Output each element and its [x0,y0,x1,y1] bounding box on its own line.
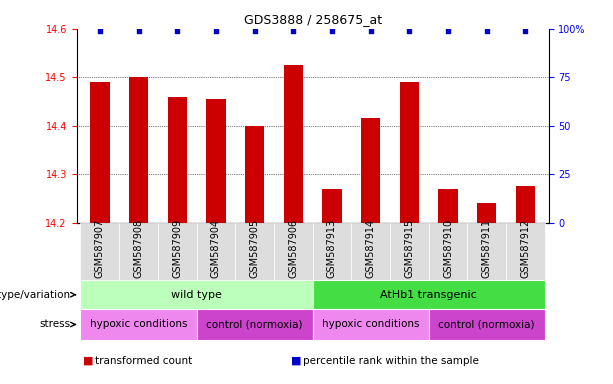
Bar [90,82,110,223]
Text: GSM587907: GSM587907 [95,219,105,278]
Bar [477,203,497,223]
Text: transformed count: transformed count [95,356,192,366]
Text: GSM587915: GSM587915 [405,219,414,278]
Bar [361,119,380,223]
Point [134,28,143,34]
Point [327,28,337,34]
Bar [80,309,197,340]
Bar [438,189,458,223]
Text: GSM587914: GSM587914 [366,219,376,278]
Text: stress: stress [39,319,70,329]
Point [405,28,414,34]
Bar [129,77,148,223]
Bar [322,189,341,223]
Text: GSM587911: GSM587911 [482,219,492,278]
Text: GSM587905: GSM587905 [249,219,259,278]
Bar [400,82,419,223]
Point [366,28,376,34]
Point [482,28,492,34]
Text: GSM587912: GSM587912 [520,219,530,278]
Text: GSM587910: GSM587910 [443,219,453,278]
Text: hypoxic conditions: hypoxic conditions [89,319,188,329]
Text: wild type: wild type [171,290,222,300]
Text: ■: ■ [291,356,302,366]
Point [443,28,453,34]
Text: GSM587908: GSM587908 [134,219,143,278]
Point [249,28,259,34]
Text: control (normoxia): control (normoxia) [438,319,535,329]
Bar [80,280,313,309]
Title: GDS3888 / 258675_at: GDS3888 / 258675_at [243,13,382,26]
Text: control (normoxia): control (normoxia) [207,319,303,329]
Bar [245,126,264,223]
Point [288,28,298,34]
Point [520,28,530,34]
Text: ■: ■ [83,356,93,366]
Bar [206,99,226,223]
Point [172,28,182,34]
Point [95,28,105,34]
Bar [284,65,303,223]
Text: GSM587906: GSM587906 [288,219,299,278]
Text: percentile rank within the sample: percentile rank within the sample [303,356,479,366]
Point [211,28,221,34]
Text: GSM587904: GSM587904 [211,219,221,278]
Bar [313,280,545,309]
Text: hypoxic conditions: hypoxic conditions [322,319,419,329]
Bar [197,309,313,340]
Text: genotype/variation: genotype/variation [0,290,70,300]
Text: GSM587909: GSM587909 [172,219,182,278]
Bar [516,186,535,223]
Bar [167,97,187,223]
Text: GSM587913: GSM587913 [327,219,337,278]
Bar [428,309,545,340]
Text: AtHb1 transgenic: AtHb1 transgenic [380,290,477,300]
Bar [313,309,428,340]
